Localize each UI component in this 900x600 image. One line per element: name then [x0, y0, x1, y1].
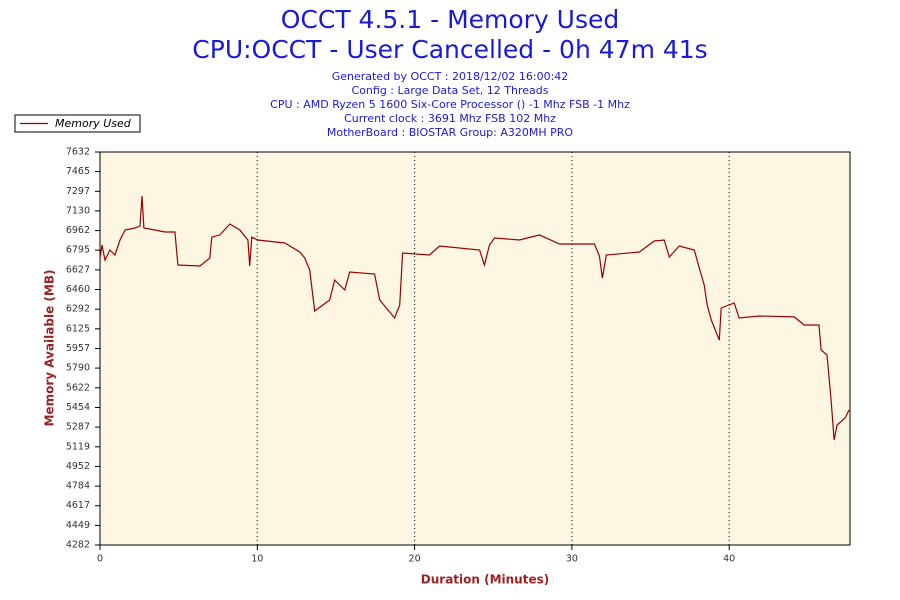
x-tick-label: 20	[409, 554, 421, 565]
x-tick-label: 10	[251, 554, 263, 565]
y-tick-label: 7465	[66, 166, 90, 177]
y-tick-label: 6125	[66, 323, 90, 334]
y-tick-label: 5790	[66, 363, 90, 374]
y-tick-label: 6627	[66, 264, 90, 275]
chart-title: OCCT 4.5.1 - Memory Used	[281, 5, 620, 34]
y-tick-label: 6795	[66, 245, 90, 256]
y-tick-label: 5287	[66, 422, 90, 433]
y-tick-label: 7632	[66, 147, 90, 158]
plot-area	[99, 151, 851, 546]
x-axis-label: Duration (Minutes)	[421, 573, 549, 587]
legend-box	[14, 114, 141, 133]
y-tick-label: 6962	[66, 225, 90, 236]
info-line: Config : Large Data Set, 12 Threads	[352, 84, 549, 97]
y-tick-label: 5119	[66, 441, 90, 452]
y-tick-label: 7130	[66, 205, 90, 216]
x-tick-label: 30	[566, 554, 578, 565]
info-line: MotherBoard : BIOSTAR Group: A320MH PRO	[327, 126, 574, 139]
y-tick-label: 7297	[66, 186, 90, 197]
legend-label: Memory Used	[55, 117, 132, 130]
info-line: CPU : AMD Ryzen 5 1600 Six-Core Processo…	[270, 98, 630, 111]
y-tick-label: 6292	[66, 304, 90, 315]
y-tick-label: 5622	[66, 382, 90, 393]
y-tick-label: 4952	[66, 461, 90, 472]
info-line: Generated by OCCT : 2018/12/02 16:00:42	[332, 70, 569, 83]
y-tick-label: 4449	[66, 520, 90, 531]
y-axis-label: Memory Available (MB)	[43, 270, 57, 427]
y-tick-label: 5454	[66, 402, 90, 413]
x-tick-label: 0	[97, 554, 103, 565]
data-line	[99, 195, 850, 441]
y-tick-label: 4282	[66, 540, 90, 551]
x-tick-label: 40	[723, 554, 735, 565]
y-tick-label: 5957	[66, 343, 90, 354]
chart-subtitle: CPU:OCCT - User Cancelled - 0h 47m 41s	[192, 35, 707, 64]
y-tick-label: 4784	[66, 481, 90, 492]
y-tick-label: 4617	[66, 500, 90, 511]
y-tick-label: 6460	[66, 284, 90, 295]
info-line: Current clock : 3691 Mhz FSB 102 Mhz	[344, 112, 556, 125]
